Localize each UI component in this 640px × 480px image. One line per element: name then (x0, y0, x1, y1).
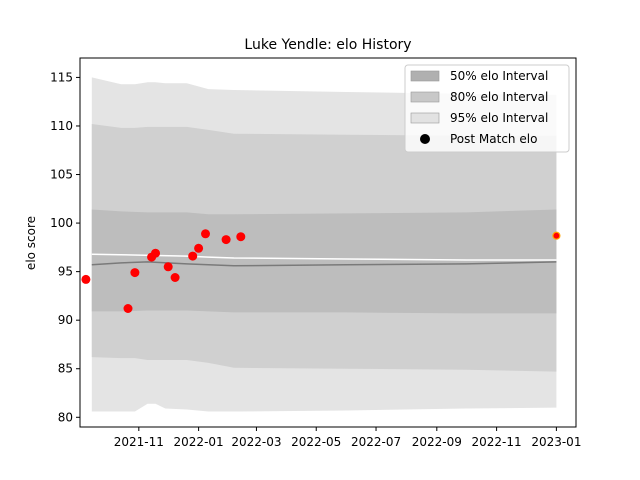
median-lines (91, 253, 557, 267)
legend-swatch (410, 70, 440, 82)
x-tick-label: 2021-11 (114, 435, 164, 449)
post-match-point (194, 243, 204, 253)
post-match-point (81, 274, 91, 284)
post-match-point (130, 268, 140, 278)
post-match-point (151, 248, 160, 258)
post-match-point (170, 273, 180, 282)
legend-box (404, 64, 570, 153)
legend-marker (420, 134, 430, 144)
series-line-1 (91, 253, 557, 261)
legend-label: 80% elo Interval (450, 90, 548, 104)
legend-swatch (410, 112, 440, 124)
post-match-point (221, 235, 231, 245)
y-tick-label: 115 (50, 70, 73, 84)
post-match-point (201, 229, 210, 239)
y-tick-label: 110 (50, 119, 73, 133)
legend-label: 50% elo Interval (450, 69, 548, 83)
post-match-point (163, 262, 173, 272)
legend-swatch (410, 91, 440, 103)
post-match-points (81, 229, 561, 313)
y-tick-label: 80 (58, 410, 73, 424)
y-tick-label: 105 (50, 168, 73, 182)
interval-band-3 (91, 209, 557, 314)
post-match-point (188, 251, 198, 261)
x-tick-label: 2022-09 (412, 435, 462, 449)
y-tick-label: 100 (50, 216, 73, 230)
x-axis-ticks: 2021-11 2022-01 2022-03 2022-05 2022-07 2022-… (114, 427, 581, 449)
plot-area-frame (79, 57, 577, 428)
x-tick-label: 2022-03 (231, 435, 281, 449)
legend-label: 95% elo Interval (450, 111, 548, 125)
legend: 50% elo Interval 80% elo Interval 95% elo … (404, 64, 570, 153)
post-match-point (123, 304, 133, 313)
post-match-point (236, 232, 246, 242)
series-line-2 (91, 261, 557, 267)
x-tick-label: 2023-01 (531, 435, 581, 449)
y-tick-label: 85 (58, 362, 73, 376)
y-axis-ticks: 80 85 90 95 100 105 110 115 (50, 70, 80, 424)
final-point (552, 231, 561, 240)
x-tick-label: 2022-01 (174, 435, 224, 449)
x-tick-label: 2022-05 (291, 435, 341, 449)
y-tick-label: 95 (58, 265, 73, 279)
x-tick-label: 2022-07 (351, 435, 401, 449)
chart-title: Luke Yendle: elo History (244, 37, 411, 53)
interval-bands (91, 77, 557, 412)
y-tick-label: 90 (58, 313, 73, 327)
y-axis-label: elo score (24, 216, 38, 270)
x-tick-label: 2022-11 (472, 435, 522, 449)
legend-label: Post Match elo (450, 132, 537, 146)
